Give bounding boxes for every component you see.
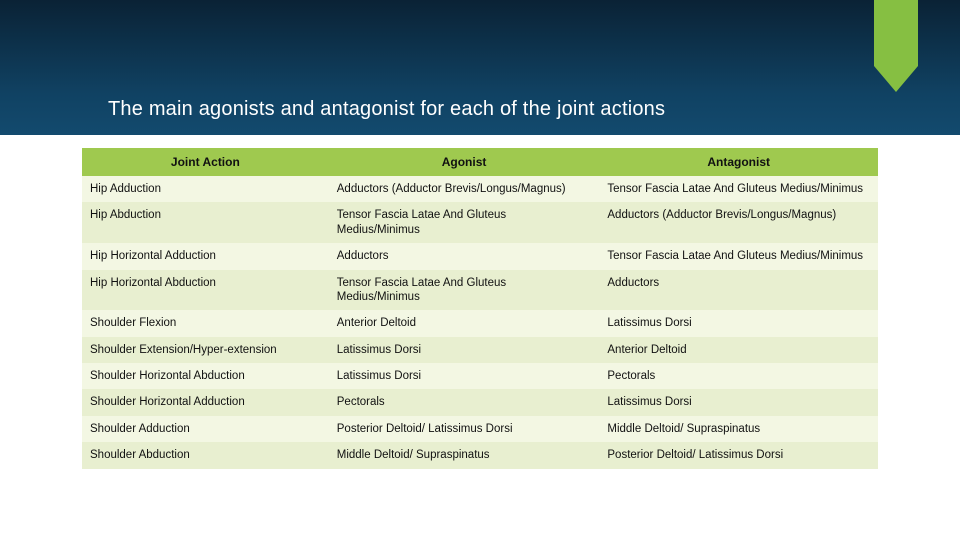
table-row: Hip Horizontal AdductionAdductorsTensor … — [82, 243, 878, 269]
table-cell: Shoulder Extension/Hyper-extension — [82, 337, 329, 363]
accent-arrow — [874, 0, 918, 92]
table-cell: Hip Abduction — [82, 202, 329, 243]
table-cell: Adductors — [599, 270, 878, 311]
table-cell: Shoulder Horizontal Abduction — [82, 363, 329, 389]
table-cell: Tensor Fascia Latae And Gluteus Medius/M… — [599, 243, 878, 269]
agonist-antagonist-table: Joint Action Agonist Antagonist Hip Addu… — [82, 148, 878, 469]
col-header-joint-action: Joint Action — [82, 148, 329, 176]
col-header-agonist: Agonist — [329, 148, 600, 176]
table-cell: Hip Adduction — [82, 176, 329, 202]
table-row: Shoulder FlexionAnterior DeltoidLatissim… — [82, 310, 878, 336]
table-cell: Tensor Fascia Latae And Gluteus Medius/M… — [329, 270, 600, 311]
table-row: Hip Horizontal AbductionTensor Fascia La… — [82, 270, 878, 311]
table-cell: Pectorals — [329, 389, 600, 415]
table-cell: Posterior Deltoid/ Latissimus Dorsi — [599, 442, 878, 468]
table-cell: Tensor Fascia Latae And Gluteus Medius/M… — [329, 202, 600, 243]
table-cell: Posterior Deltoid/ Latissimus Dorsi — [329, 416, 600, 442]
table-container: Joint Action Agonist Antagonist Hip Addu… — [82, 148, 878, 469]
table-cell: Anterior Deltoid — [599, 337, 878, 363]
table-cell: Pectorals — [599, 363, 878, 389]
table-cell: Anterior Deltoid — [329, 310, 600, 336]
accent-triangle — [874, 66, 918, 92]
table-row: Shoulder Horizontal AdductionPectoralsLa… — [82, 389, 878, 415]
table-cell: Shoulder Adduction — [82, 416, 329, 442]
table-cell: Adductors — [329, 243, 600, 269]
table-row: Hip AdductionAdductors (Adductor Brevis/… — [82, 176, 878, 202]
table-cell: Shoulder Horizontal Adduction — [82, 389, 329, 415]
table-cell: Latissimus Dorsi — [599, 389, 878, 415]
table-cell: Latissimus Dorsi — [329, 337, 600, 363]
slide-title: The main agonists and antagonist for eac… — [108, 98, 665, 121]
table-row: Hip AbductionTensor Fascia Latae And Glu… — [82, 202, 878, 243]
table-row: Shoulder AdductionPosterior Deltoid/ Lat… — [82, 416, 878, 442]
table-cell: Adductors (Adductor Brevis/Longus/Magnus… — [329, 176, 600, 202]
table-cell: Hip Horizontal Adduction — [82, 243, 329, 269]
table-cell: Latissimus Dorsi — [329, 363, 600, 389]
col-header-antagonist: Antagonist — [599, 148, 878, 176]
table-cell: Latissimus Dorsi — [599, 310, 878, 336]
table-cell: Shoulder Flexion — [82, 310, 329, 336]
table-cell: Middle Deltoid/ Supraspinatus — [599, 416, 878, 442]
table-cell: Shoulder Abduction — [82, 442, 329, 468]
table-row: Shoulder Extension/Hyper-extensionLatiss… — [82, 337, 878, 363]
accent-block — [874, 0, 918, 66]
table-cell: Hip Horizontal Abduction — [82, 270, 329, 311]
table-cell: Tensor Fascia Latae And Gluteus Medius/M… — [599, 176, 878, 202]
table-header-row: Joint Action Agonist Antagonist — [82, 148, 878, 176]
table-cell: Adductors (Adductor Brevis/Longus/Magnus… — [599, 202, 878, 243]
table-cell: Middle Deltoid/ Supraspinatus — [329, 442, 600, 468]
table-row: Shoulder Horizontal AbductionLatissimus … — [82, 363, 878, 389]
table-row: Shoulder AbductionMiddle Deltoid/ Supras… — [82, 442, 878, 468]
